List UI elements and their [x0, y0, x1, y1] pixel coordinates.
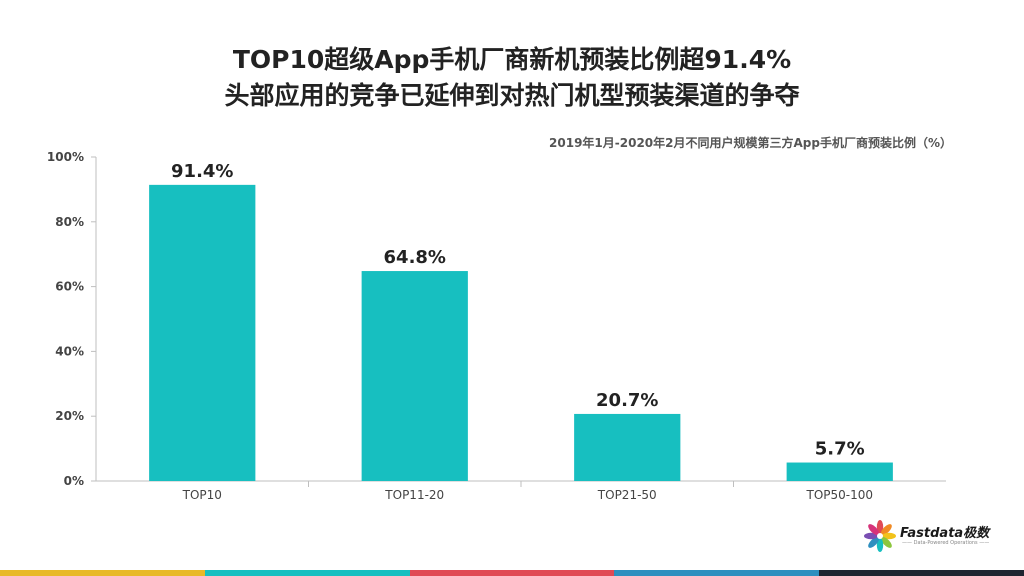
strip-segment [0, 570, 205, 576]
y-tick-label: 40% [55, 344, 84, 358]
chart-title: 2019年1月-2020年2月不同用户规模第三方App手机厂商预装比例（%） [549, 136, 952, 150]
y-tick-label: 60% [55, 280, 84, 294]
bar [786, 462, 893, 481]
y-tick-label: 100% [47, 150, 84, 164]
data-label: 20.7% [596, 390, 658, 411]
bottom-color-strip [0, 570, 1024, 576]
bar [361, 271, 468, 481]
y-tick-label: 80% [55, 215, 84, 229]
strip-segment [819, 570, 1024, 576]
logo-name: Fastdata极数 [900, 526, 990, 541]
data-label: 91.4% [171, 161, 233, 182]
data-label: 5.7% [815, 439, 865, 460]
bar [574, 413, 681, 481]
x-tick-label: TOP50-100 [805, 488, 873, 502]
bar [149, 184, 256, 481]
x-tick-label: TOP10 [182, 488, 222, 502]
flower-logo-icon [864, 520, 896, 552]
x-tick-label: TOP11-20 [384, 488, 444, 502]
y-tick-label: 0% [64, 474, 84, 488]
fastdata-logo: Fastdata极数 —— Data-Powered Operations —— [862, 518, 1002, 558]
strip-segment [204, 570, 410, 576]
strip-segment [614, 570, 820, 576]
page-title-line-2: 头部应用的竞争已延伸到对热门机型预装渠道的争夺 [224, 81, 800, 110]
y-tick-label: 20% [55, 409, 84, 423]
logo-tagline: —— Data-Powered Operations —— [902, 540, 990, 546]
data-label: 64.8% [384, 247, 446, 268]
x-tick-label: TOP21-50 [597, 488, 657, 502]
strip-segment [409, 570, 615, 576]
page-title-line-1: TOP10超级App手机厂商新机预装比例超91.4% [232, 45, 792, 74]
